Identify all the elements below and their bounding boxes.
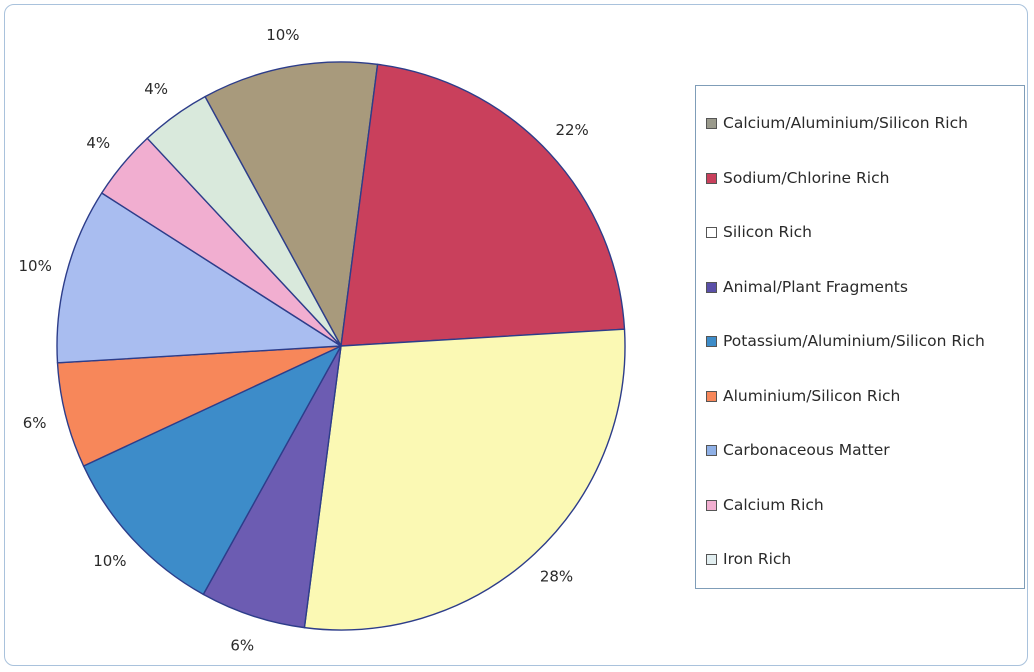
legend-item: Calcium/Aluminium/Silicon Rich xyxy=(706,114,968,132)
legend-item: Animal/Plant Fragments xyxy=(706,278,908,296)
pie-slice xyxy=(146,95,342,347)
pie-slice xyxy=(56,192,342,364)
pie-slices xyxy=(56,61,626,631)
legend-swatch xyxy=(706,335,717,347)
pie-slice xyxy=(82,345,342,596)
legend-item: Potassium/Aluminium/Silicon Rich xyxy=(706,332,985,350)
legend-item: Aluminium/Silicon Rich xyxy=(706,387,900,405)
data-label: 4% xyxy=(86,134,110,152)
legend-item: Calcium Rich xyxy=(706,496,824,514)
legend-swatch xyxy=(706,444,717,456)
data-label: 28% xyxy=(540,568,573,586)
data-label: 22% xyxy=(555,121,588,139)
data-label: 4% xyxy=(144,80,168,98)
legend-label: Calcium Rich xyxy=(723,496,824,514)
legend-swatch xyxy=(706,281,717,293)
legend-item: Carbonaceous Matter xyxy=(706,441,890,459)
pie-slice xyxy=(303,328,626,631)
pie-chart: 10% 22% 28% 6% 10% 6% 10% 4% 4% xyxy=(19,26,626,655)
legend-label: Animal/Plant Fragments xyxy=(723,278,908,296)
legend-label: Calcium/Aluminium/Silicon Rich xyxy=(723,114,968,132)
legend-item: Silicon Rich xyxy=(706,223,812,241)
legend-swatch xyxy=(706,117,717,129)
legend-label: Iron Rich xyxy=(723,550,792,568)
legend: Calcium/Aluminium/Silicon Rich Sodium/Ch… xyxy=(695,85,1025,589)
legend-swatch xyxy=(706,226,717,238)
legend-item: Iron Rich xyxy=(706,550,791,568)
chart-area: 10% 22% 28% 6% 10% 6% 10% 4% 4% Calcium/Aluminiu… xyxy=(4,4,1028,666)
pie-slice xyxy=(340,63,626,347)
pie-slice xyxy=(204,61,379,347)
legend-swatch xyxy=(706,390,717,402)
data-label: 10% xyxy=(19,257,52,275)
legend-swatch xyxy=(706,499,717,511)
legend-label: Aluminium/Silicon Rich xyxy=(723,387,901,405)
legend-item: Sodium/Chlorine Rich xyxy=(706,169,889,187)
legend-label: Silicon Rich xyxy=(723,223,812,241)
legend-label: Carbonaceous Matter xyxy=(723,441,890,459)
data-label: 6% xyxy=(23,414,47,432)
pie-data-labels: 10% 22% 28% 6% 10% 6% 10% 4% 4% xyxy=(19,26,589,655)
data-label: 10% xyxy=(266,26,299,44)
data-label: 6% xyxy=(230,637,254,655)
legend-swatch xyxy=(706,553,717,565)
legend-swatch xyxy=(706,172,717,184)
data-label: 10% xyxy=(93,552,126,570)
legend-label: Potassium/Aluminium/Silicon Rich xyxy=(723,332,985,350)
legend-label: Sodium/Chlorine Rich xyxy=(723,169,890,187)
